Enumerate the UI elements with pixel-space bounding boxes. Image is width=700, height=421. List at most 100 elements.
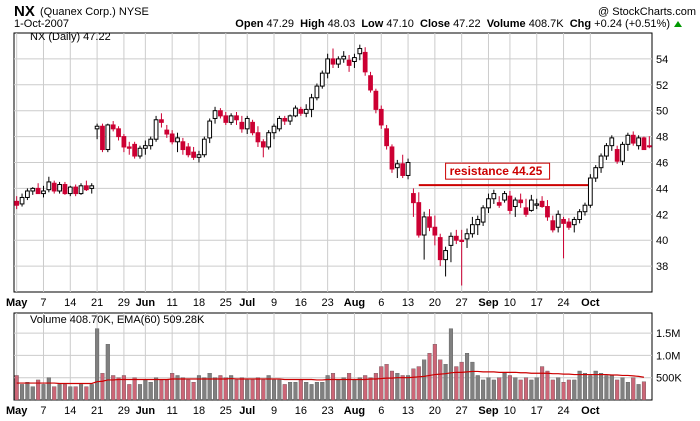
candle-body [223, 115, 229, 123]
volume-tick-label: 500K [656, 373, 682, 385]
volume-bar [57, 384, 62, 401]
volume-bar [78, 384, 84, 401]
candle-body [378, 108, 384, 126]
candle-body [582, 204, 588, 213]
volume-x-tick-label: Jun [136, 405, 156, 417]
candle-body [550, 220, 556, 231]
volume-bar [368, 377, 373, 401]
volume-bar [73, 386, 78, 401]
volume-bar [25, 382, 30, 401]
candle-body [218, 110, 223, 117]
volume-x-tick-label: 11 [166, 405, 177, 417]
candle-body [512, 199, 518, 208]
volume-bar [223, 377, 228, 401]
price-x-tick-label: 13 [402, 297, 414, 309]
candle-body [105, 124, 111, 151]
volume-bar [234, 379, 239, 401]
candle-body [604, 145, 609, 157]
candle-body [480, 207, 486, 223]
volume-bar [309, 384, 314, 401]
candle-body [121, 136, 127, 148]
volume-bar [550, 379, 555, 401]
candle-body [646, 145, 652, 148]
candle-body [491, 193, 497, 200]
candle-body [169, 133, 175, 143]
candle-body [496, 202, 502, 206]
close-value: 47.22 [453, 18, 481, 30]
candle-body [180, 141, 186, 151]
candle-body [593, 167, 599, 179]
candle-body [389, 146, 395, 170]
candle-body [577, 211, 582, 220]
volume-bar [459, 361, 464, 401]
volume-bar [400, 375, 405, 401]
volume-bar [432, 344, 437, 401]
price-x-tick-label: 7 [40, 297, 46, 309]
volume-bar [186, 379, 191, 401]
volume-bar [566, 379, 571, 401]
price-tick-label: 44 [656, 183, 668, 195]
volume-bar [395, 373, 400, 401]
volume-bar [406, 375, 411, 401]
candle-body [319, 72, 325, 87]
volume-bar [68, 386, 73, 401]
price-x-tick-label: Sep [478, 297, 498, 309]
price-x-tick-label: Aug [344, 297, 365, 309]
price-x-tick-label: Jul [239, 297, 255, 309]
volume-bar [288, 382, 293, 401]
candle-body [443, 250, 448, 261]
candle-body [303, 108, 309, 114]
exchange-label: NYSE [118, 6, 149, 18]
candle-body [282, 117, 288, 122]
volume-bar [170, 373, 175, 401]
resistance-label: resistance 44.25 [450, 164, 543, 178]
candle-body [298, 108, 304, 114]
candle-body [523, 207, 529, 215]
volume-panel: 500K 1.0M 1.5M May 7 14 21 29 Jun 11 18 25 Jul 9 16 23 A… [6, 312, 682, 417]
candle-body [539, 200, 545, 208]
price-x-tick-label: 14 [64, 297, 76, 309]
price-tick-label: 52 [656, 80, 668, 92]
candle-body [14, 200, 20, 206]
volume-bar [154, 377, 159, 401]
volume-bar [582, 373, 588, 401]
candle-body [620, 143, 625, 162]
volume-bar [271, 379, 277, 401]
volume-bar [357, 377, 362, 401]
candle-body [271, 125, 277, 134]
volume-bar [556, 377, 561, 401]
volume-bar [625, 382, 630, 401]
volume-x-tick-label: May [6, 405, 28, 417]
close-label: Close [420, 18, 450, 30]
candle-body [19, 196, 25, 205]
price-x-tick-label: 18 [193, 297, 205, 309]
volume-bar [615, 379, 620, 401]
candle-body [325, 58, 331, 74]
candle-body [89, 185, 95, 189]
volume-bar [116, 377, 121, 401]
candle-body [46, 181, 52, 191]
volume-bar [175, 375, 180, 401]
candle-body [84, 185, 89, 191]
volume-bar [465, 353, 470, 401]
candle-body [287, 115, 293, 122]
price-x-tick-label: May [6, 297, 28, 309]
volume-bar [416, 366, 421, 401]
volume-x-tick-label: 6 [378, 405, 384, 417]
candle-body [625, 134, 631, 145]
price-tick-label: 50 [656, 106, 668, 118]
volume-bar [164, 379, 169, 401]
candle-body [137, 147, 143, 157]
candle-body [437, 237, 443, 261]
candle-body [126, 146, 132, 149]
candle-body [110, 124, 116, 130]
company-label: (Quanex Corp.) [40, 6, 116, 18]
candle-body [132, 143, 138, 157]
volume-bar [486, 377, 491, 401]
price-x-tick-label: 29 [118, 297, 130, 309]
candle-body [432, 226, 438, 236]
volume-bar [314, 382, 319, 401]
price-x-tick-label: 27 [456, 297, 468, 309]
candle-body [400, 163, 406, 176]
open-label: Open [235, 18, 264, 30]
